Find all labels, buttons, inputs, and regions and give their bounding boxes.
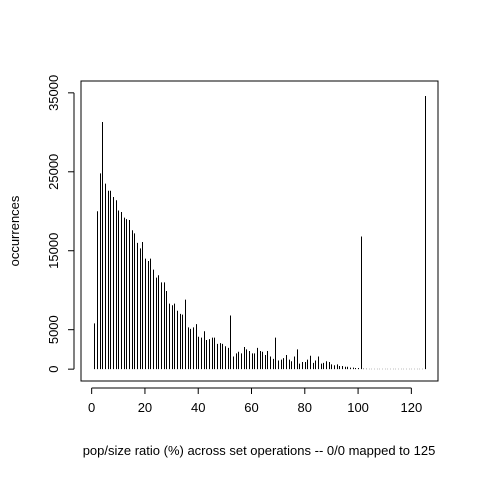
plot-box — [80, 80, 439, 382]
x-tick-label: 100 — [347, 400, 369, 415]
y-axis-title: occurrences — [7, 195, 22, 266]
x-tick-label: 0 — [88, 400, 95, 415]
y-tick-label: 5000 — [46, 315, 61, 344]
bars — [94, 96, 426, 370]
x-tick-label: 80 — [298, 400, 312, 415]
x-tick-label: 120 — [401, 400, 423, 415]
y-tick-label: 0 — [46, 366, 61, 373]
x-tick-label: 60 — [244, 400, 258, 415]
y-tick-label: 25000 — [46, 154, 61, 190]
y-tick-label: 15000 — [46, 233, 61, 269]
y-tick-label: 35000 — [46, 75, 61, 111]
x-axis: 0 20 40 60 80 100 120 — [88, 387, 423, 415]
x-axis-title: pop/size ratio (%) across set operations… — [83, 443, 436, 458]
x-tick-label: 40 — [191, 400, 205, 415]
x-tick-label: 20 — [138, 400, 152, 415]
y-axis: 0 5000 15000 25000 35000 — [46, 75, 75, 373]
